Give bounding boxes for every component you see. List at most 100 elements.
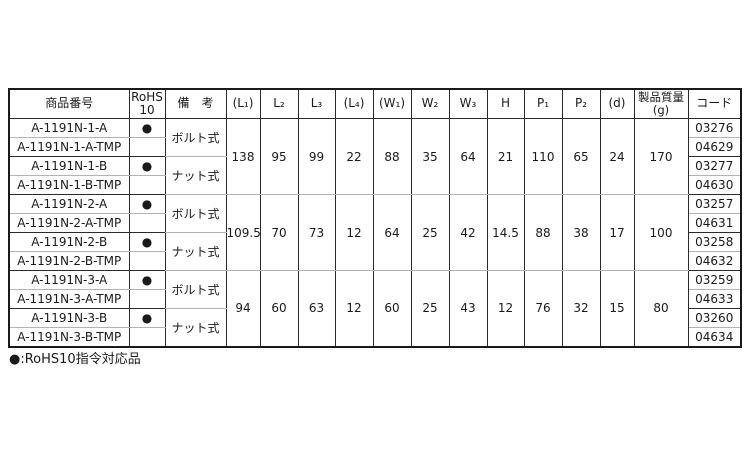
rohs-dot: ● <box>128 270 166 290</box>
table-row: A-1191N-1-A ● ボルト式 138 95 99 22 88 35 64… <box>8 118 742 195</box>
product-cell: A-1191N-3-B-TMP <box>8 327 130 347</box>
rohs-dot <box>128 175 166 195</box>
dim-d: 17 <box>599 194 635 271</box>
code-cell: 04633 <box>687 289 742 309</box>
code-cell: 04630 <box>687 175 742 195</box>
dim-w2: 35 <box>410 118 450 195</box>
col-header-code: コード <box>687 88 742 119</box>
col-header-l3: L₃ <box>297 88 336 119</box>
header-row: 商品番号 RoHS 10 備 考 (L₁) L₂ L₃ (L₄) (W₁) W₂… <box>8 88 742 119</box>
dim-l4: 22 <box>334 118 374 195</box>
remarks-cell: ナット式 <box>164 156 227 195</box>
product-cell: A-1191N-1-B-TMP <box>8 175 130 195</box>
rohs-dot <box>128 213 166 233</box>
table-row: A-1191N-3-B-TMP 04634 <box>8 327 742 347</box>
code-cell: 03260 <box>687 308 742 328</box>
rohs-dot: ● <box>128 308 166 328</box>
table-row: A-1191N-1-A-TMP 04629 <box>8 137 742 157</box>
table-row: A-1191N-2-A-TMP 04631 <box>8 213 742 233</box>
table-row: A-1191N-1-B ● ナット式 03277 <box>8 156 742 195</box>
dim-l3: 73 <box>297 194 336 271</box>
code-cell: 03257 <box>687 194 742 214</box>
dim-l2: 60 <box>259 270 299 347</box>
rohs-dot <box>128 289 166 309</box>
col-header-product: 商品番号 <box>8 88 130 119</box>
mass-cell: 80 <box>633 270 689 347</box>
dim-p2: 65 <box>561 118 601 195</box>
col-header-p1: P₁ <box>523 88 563 119</box>
code-cell: 03259 <box>687 270 742 290</box>
col-header-rohs: RoHS 10 <box>128 88 166 119</box>
col-header-p2: P₂ <box>561 88 601 119</box>
product-cell: A-1191N-2-B <box>8 232 130 252</box>
table-row: A-1191N-2-B ● ナット式 03258 <box>8 232 742 271</box>
dim-h: 14.5 <box>486 194 525 271</box>
dim-p2: 38 <box>561 194 601 271</box>
dim-d: 15 <box>599 270 635 347</box>
col-header-h: H <box>486 88 525 119</box>
dim-d: 24 <box>599 118 635 195</box>
code-cell: 03258 <box>687 232 742 252</box>
code-cell: 04629 <box>687 137 742 157</box>
remarks-cell: ナット式 <box>164 232 227 271</box>
code-cell: 03276 <box>687 118 742 138</box>
rohs-dot: ● <box>128 156 166 176</box>
dim-l2: 70 <box>259 194 299 271</box>
product-cell: A-1191N-1-A-TMP <box>8 137 130 157</box>
remarks-cell: ボルト式 <box>164 194 227 233</box>
col-header-l2: L₂ <box>259 88 299 119</box>
dim-p1: 88 <box>523 194 563 271</box>
dim-p2: 32 <box>561 270 601 347</box>
col-header-w2: W₂ <box>410 88 450 119</box>
product-cell: A-1191N-2-A-TMP <box>8 213 130 233</box>
col-header-w3: W₃ <box>448 88 488 119</box>
col-header-mass: 製品質量 (g) <box>633 88 689 119</box>
remarks-cell: ボルト式 <box>164 118 227 157</box>
dim-l3: 63 <box>297 270 336 347</box>
table-row: A-1191N-3-B ● ナット式 03260 <box>8 308 742 347</box>
dim-l3: 99 <box>297 118 336 195</box>
dim-w2: 25 <box>410 270 450 347</box>
rohs-dot: ● <box>128 232 166 252</box>
dim-l4: 12 <box>334 270 374 347</box>
rohs-dot: ● <box>128 194 166 214</box>
product-cell: A-1191N-1-A <box>8 118 130 138</box>
dim-w1: 64 <box>372 194 412 271</box>
rohs-footnote: ●:RoHS10指令対応品 <box>9 352 141 367</box>
rohs-dot: ● <box>128 118 166 138</box>
code-cell: 04634 <box>687 327 742 347</box>
dim-p1: 76 <box>523 270 563 347</box>
table-row: A-1191N-3-A ● ボルト式 94 60 63 12 60 25 43 … <box>8 270 742 347</box>
mass-cell: 100 <box>633 194 689 271</box>
rohs-dot <box>128 327 166 347</box>
dim-w1: 60 <box>372 270 412 347</box>
product-cell: A-1191N-3-A <box>8 270 130 290</box>
dim-p1: 110 <box>523 118 563 195</box>
code-cell: 03277 <box>687 156 742 176</box>
dim-l4: 12 <box>334 194 374 271</box>
remarks-cell: ボルト式 <box>164 270 227 309</box>
product-cell: A-1191N-2-A <box>8 194 130 214</box>
dim-w3: 43 <box>448 270 488 347</box>
dim-l2: 95 <box>259 118 299 195</box>
col-header-d: (d) <box>599 88 635 119</box>
product-cell: A-1191N-1-B <box>8 156 130 176</box>
col-header-l1: (L₁) <box>225 88 261 119</box>
dim-h: 21 <box>486 118 525 195</box>
dim-l1: 138 <box>225 118 261 195</box>
spec-table: 商品番号 RoHS 10 備 考 (L₁) L₂ L₃ (L₄) (W₁) W₂… <box>8 88 742 348</box>
col-header-w1: (W₁) <box>372 88 412 119</box>
dim-w1: 88 <box>372 118 412 195</box>
table-row: A-1191N-2-B-TMP 04632 <box>8 251 742 271</box>
product-cell: A-1191N-3-B <box>8 308 130 328</box>
dim-l1: 94 <box>225 270 261 347</box>
dim-w3: 64 <box>448 118 488 195</box>
dim-l1: 109.5 <box>225 194 261 271</box>
code-cell: 04631 <box>687 213 742 233</box>
product-cell: A-1191N-2-B-TMP <box>8 251 130 271</box>
dim-w3: 42 <box>448 194 488 271</box>
dim-w2: 25 <box>410 194 450 271</box>
code-cell: 04632 <box>687 251 742 271</box>
rohs-dot <box>128 137 166 157</box>
